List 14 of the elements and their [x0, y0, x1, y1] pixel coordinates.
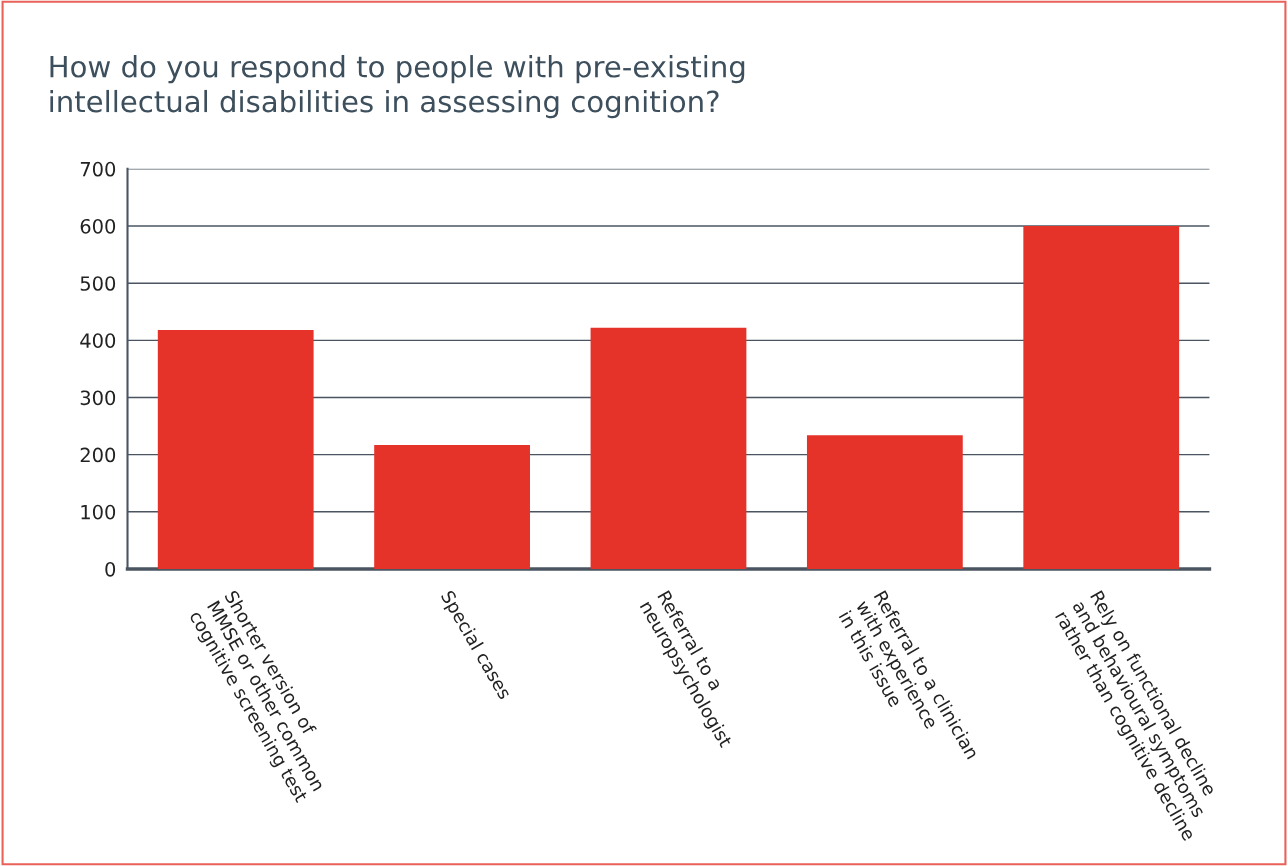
y-tick-label: 0 — [105, 561, 116, 577]
bar — [1023, 226, 1180, 569]
bar — [374, 444, 530, 569]
y-tick-label: 600 — [80, 218, 116, 234]
y-tick-label: 100 — [81, 504, 116, 520]
bar — [157, 330, 314, 569]
y-tick-label: 200 — [80, 447, 116, 463]
bar — [806, 435, 963, 569]
chart-title: How do you respond to people with pre-existing intellectual disabilities in assessing cognition? — [50, 55, 745, 119]
y-tick-label: 400 — [80, 333, 116, 348]
bar — [590, 327, 747, 569]
y-tick-label: 300 — [80, 390, 116, 406]
y-tick-label: 700 — [80, 161, 116, 177]
y-tick-label: 500 — [80, 276, 116, 291]
